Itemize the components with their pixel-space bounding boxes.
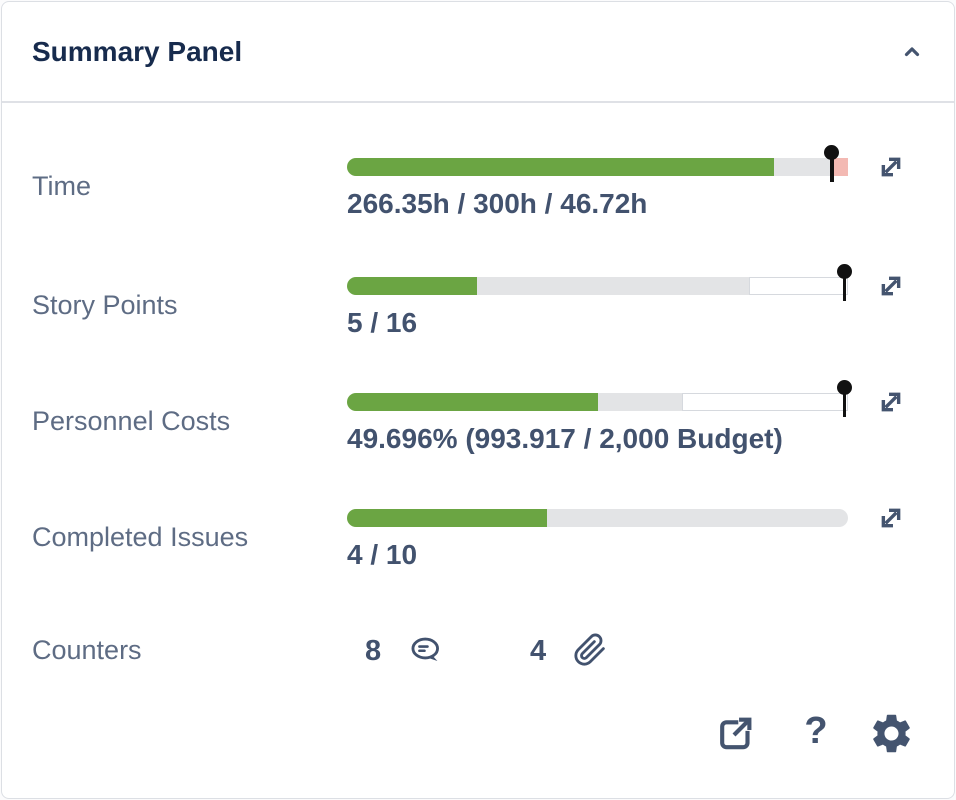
bar-segment-logged <box>347 158 774 176</box>
help-icon[interactable]: ? <box>804 710 828 752</box>
metric-row-personnel-costs: Personnel Costs 49.696% (993.917 / 2,000… <box>2 380 954 488</box>
personnel-costs-progress-bar <box>347 380 852 417</box>
bar-segment-done <box>347 277 478 295</box>
metric-label: Personnel Costs <box>32 406 231 436</box>
estimate-pin <box>824 145 840 189</box>
expand-icon[interactable] <box>874 501 908 535</box>
estimate-pin <box>836 380 852 424</box>
comment-icon <box>408 632 444 668</box>
panel-header[interactable]: Summary Panel <box>2 2 954 103</box>
metric-row-time: Time 266.35h / 300h / 46.72h <box>2 145 954 253</box>
bar-segment-track <box>547 509 848 527</box>
attachment-icon <box>573 633 609 669</box>
attachments-count: 4 <box>530 635 547 667</box>
settings-icon[interactable] <box>868 710 915 757</box>
story-points-progress-bar <box>347 264 852 301</box>
chevron-up-icon[interactable] <box>900 40 924 64</box>
metric-value: 5 / 16 <box>347 307 418 338</box>
metric-value: 4 / 10 <box>347 539 418 570</box>
comments-count: 8 <box>365 635 382 667</box>
time-progress-bar <box>347 145 848 182</box>
bar-segment-track <box>773 158 832 176</box>
metric-value: 266.35h / 300h / 46.72h <box>347 188 648 219</box>
bar-segment-done <box>347 509 548 527</box>
open-in-new-tab-icon[interactable] <box>713 711 758 756</box>
counters-row: Counters 8 4 <box>2 630 954 674</box>
counters-label: Counters <box>32 635 142 665</box>
bar-segment-spent <box>347 393 598 411</box>
metric-label: Time <box>32 171 91 201</box>
bar-segment-track <box>477 277 750 295</box>
metric-row-completed-issues: Completed Issues 4 / 10 <box>2 508 954 604</box>
bar-segment-remaining <box>682 393 848 411</box>
expand-icon[interactable] <box>874 150 908 184</box>
metric-value: 49.696% (993.917 / 2,000 Budget) <box>347 423 783 454</box>
bar-segment-overflow <box>831 158 848 176</box>
metric-label: Completed Issues <box>32 522 249 552</box>
completed-issues-progress-bar <box>347 509 848 527</box>
expand-icon[interactable] <box>874 385 908 419</box>
bar-segment-track <box>598 393 683 411</box>
expand-icon[interactable] <box>874 269 908 303</box>
metric-label: Story Points <box>32 290 178 320</box>
panel-title: Summary Panel <box>32 35 243 67</box>
bar-segment-remaining <box>749 277 848 295</box>
metric-row-story-points: Story Points 5 / 16 <box>2 264 954 372</box>
estimate-pin <box>836 264 852 308</box>
